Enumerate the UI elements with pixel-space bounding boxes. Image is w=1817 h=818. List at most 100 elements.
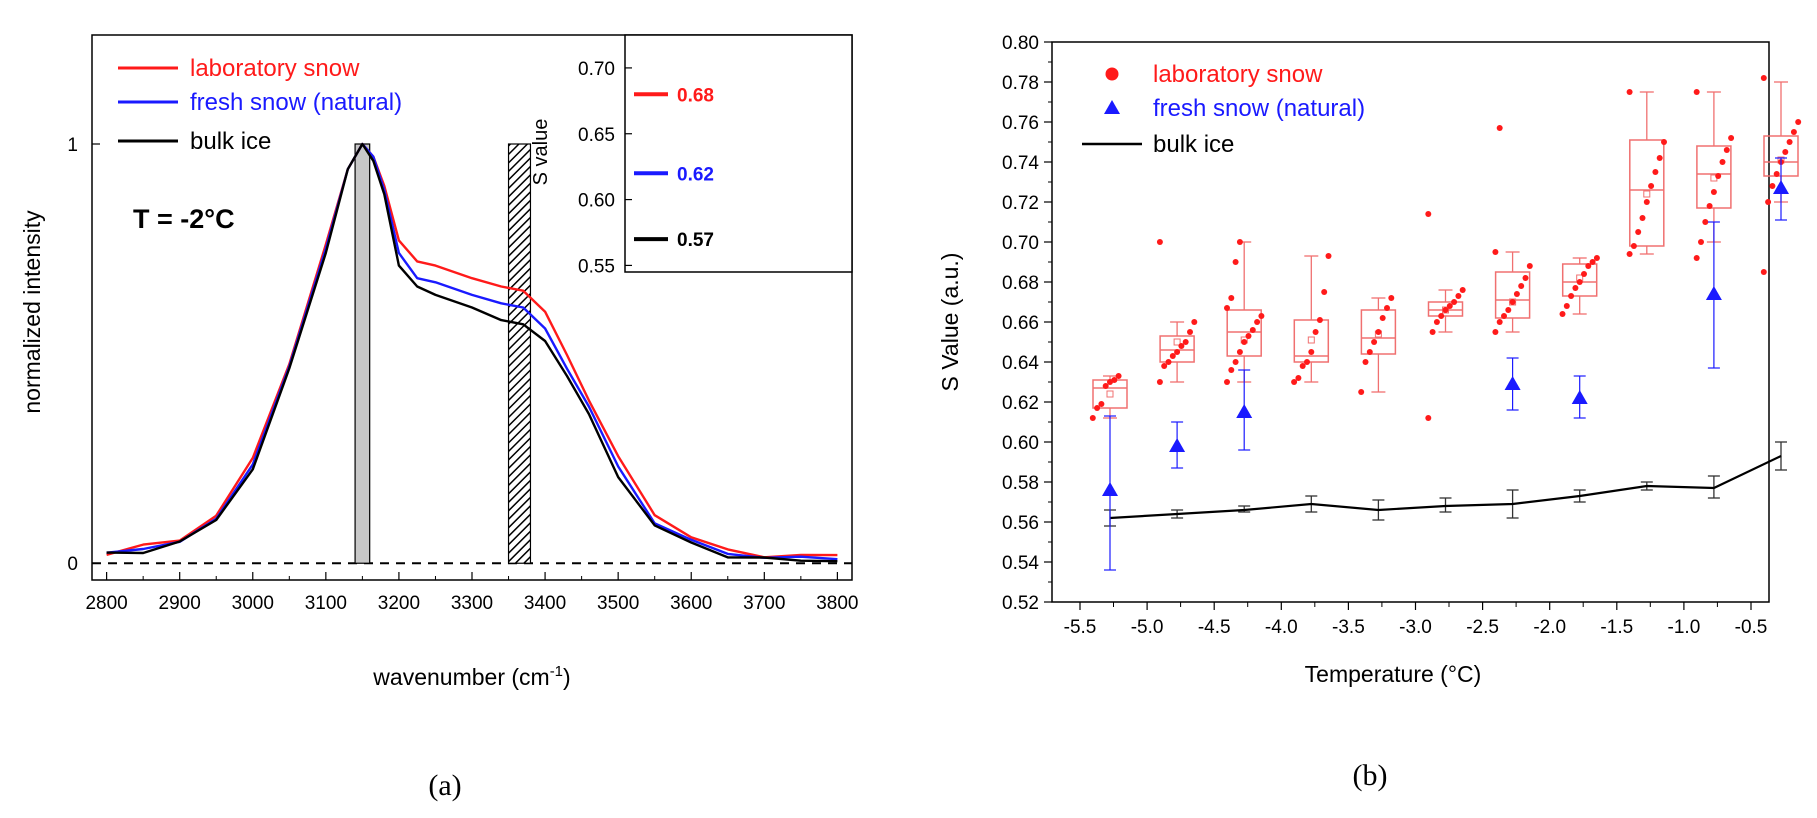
box-iqr [1226,309,1262,357]
lab-snow-box-group--1.5 [1626,89,1667,257]
legend-b-blue-marker [1104,100,1120,114]
panel-a-legend: laboratory snow fresh snow (natural) bul… [118,55,402,155]
chart-marks: 2800 2900 3000 3100 3200 3300 3400 3500 3600 3700… [67,33,1802,638]
lab-snow-point [1693,255,1700,261]
lab-snow-point [1228,367,1235,373]
legend-a-fresh-snow: fresh snow (natural) [190,89,402,116]
legend-b-laboratory-snow: laboratory snow [1153,61,1323,88]
panel-label-b: (b) [1353,759,1388,792]
lab-snow-point [1299,363,1306,369]
lab-snow-point [1245,333,1252,339]
fresh-snow-marker--0.5 [1773,180,1789,194]
lab-snow-point [1630,243,1637,249]
lab-snow-point [1760,75,1767,81]
legend-a-laboratory-snow: laboratory snow [190,55,360,82]
lab-snow-box-group--2.5 [1492,125,1533,335]
lab-snow-point [1187,329,1193,335]
y-tick-label-b-13: 0.78 [1002,73,1039,94]
lab-snow-point [1581,271,1587,277]
lab-snow-point [1236,239,1243,245]
x-tick-label-b-8: -1.5 [1600,617,1633,638]
x-tick-label-b-7: -2.0 [1533,617,1566,638]
lab-snow-point [1522,275,1529,281]
series-line-bulk-ice [106,142,838,563]
inset-y-tick-label-1: 0.60 [578,191,615,212]
lab-snow-box-group--3.5 [1358,295,1397,395]
lab-snow-point [1254,319,1261,325]
panel-b-x-axis-label: Temperature (°C) [1305,661,1482,687]
inset-y-tick-label-3: 0.70 [578,59,615,80]
inset-value-0.57: 0.57 [677,230,714,251]
lab-snow-box-group--3.0 [1425,211,1466,421]
y-tick-label-b-6: 0.64 [1002,353,1039,374]
lab-snow-point [1291,379,1298,385]
lab-snow-point [1698,239,1704,245]
legend-b-bulk-ice: bulk ice [1153,131,1234,158]
lab-snow-point [1455,293,1462,299]
lab-snow-point [1715,173,1722,179]
lab-snow-point [1769,183,1776,189]
fresh-snow-marker--2.5 [1504,376,1521,390]
fresh-snow-marker--5.5 [1102,482,1118,496]
lab-snow-point [1425,211,1432,217]
lab-snow-point [1316,317,1323,323]
lab-snow-point [1321,289,1328,295]
x-tick-label-a-2: 3000 [232,593,274,614]
box-iqr [1561,263,1598,297]
panel-b: S Value (a.u.) Temperature (°C) laborato… [937,41,1770,687]
box-mean [1307,336,1315,344]
y-tick-label-b-9: 0.70 [1002,233,1039,254]
lab-snow-point [1505,307,1512,313]
lab-snow-point [1089,415,1096,421]
lab-snow-point [1568,293,1575,299]
x-tick-label-a-6: 3400 [524,593,566,614]
panel-a-annotation: T = -2°C [133,204,235,234]
lab-snow-point [1790,129,1797,135]
panel-a-y-axis-label: normalized intensity [19,210,45,414]
fresh-snow-marker--2.0 [1571,390,1588,404]
lab-snow-point [1258,313,1265,319]
lab-snow-box-group--1.0 [1693,89,1735,261]
y-tick-label-a-0: 0 [67,554,78,575]
lab-snow-point [1639,215,1646,221]
box-mean [1643,190,1651,198]
panel-b-y-axis-label: S Value (a.u.) [937,253,963,392]
x-tick-label-a-8: 3600 [670,593,712,614]
lab-snow-box-group--5.5 [1089,373,1128,421]
lab-snow-point [1795,119,1802,125]
lab-snow-point [1375,329,1382,335]
x-tick-label-b-3: -4.0 [1265,617,1298,638]
lab-snow-point [1111,377,1118,383]
series-line-laboratory-snow [106,142,838,559]
lab-snow-box-group--4.5 [1224,239,1265,385]
y-tick-label-b-3: 0.58 [1002,473,1039,494]
lab-snow-point [1451,299,1458,305]
panel-a-inset: S value [530,34,853,273]
lab-snow-point [1559,311,1566,317]
y-tick-label-b-1: 0.54 [1002,553,1039,574]
lab-snow-point [1518,283,1525,289]
x-tick-label-b-5: -3.0 [1399,617,1432,638]
lab-snow-point [1358,389,1365,395]
lab-snow-point [1191,319,1198,325]
x-tick-label-a-10: 3800 [816,593,858,614]
y-tick-label-b-0: 0.52 [1002,593,1039,614]
inset-y-tick-label-2: 0.65 [578,125,615,146]
lab-snow-point [1492,329,1499,335]
lab-snow-point [1249,327,1256,333]
lab-snow-point [1563,303,1570,309]
lab-snow-point [1765,199,1772,205]
lab-snow-point [1572,285,1579,291]
lab-snow-point [1728,135,1735,141]
lab-snow-point [1442,307,1449,313]
lab-snow-point [1169,353,1176,359]
panel-b-legend: laboratory snow fresh snow (natural) bul… [1082,61,1365,158]
lab-snow-point [1241,339,1248,345]
lab-snow-point [1156,379,1163,385]
lab-snow-point [1496,125,1503,131]
lab-snow-point [1228,295,1235,301]
lab-snow-point [1585,263,1592,269]
x-tick-label-a-4: 3200 [378,593,420,614]
y-tick-label-b-8: 0.68 [1002,273,1039,294]
